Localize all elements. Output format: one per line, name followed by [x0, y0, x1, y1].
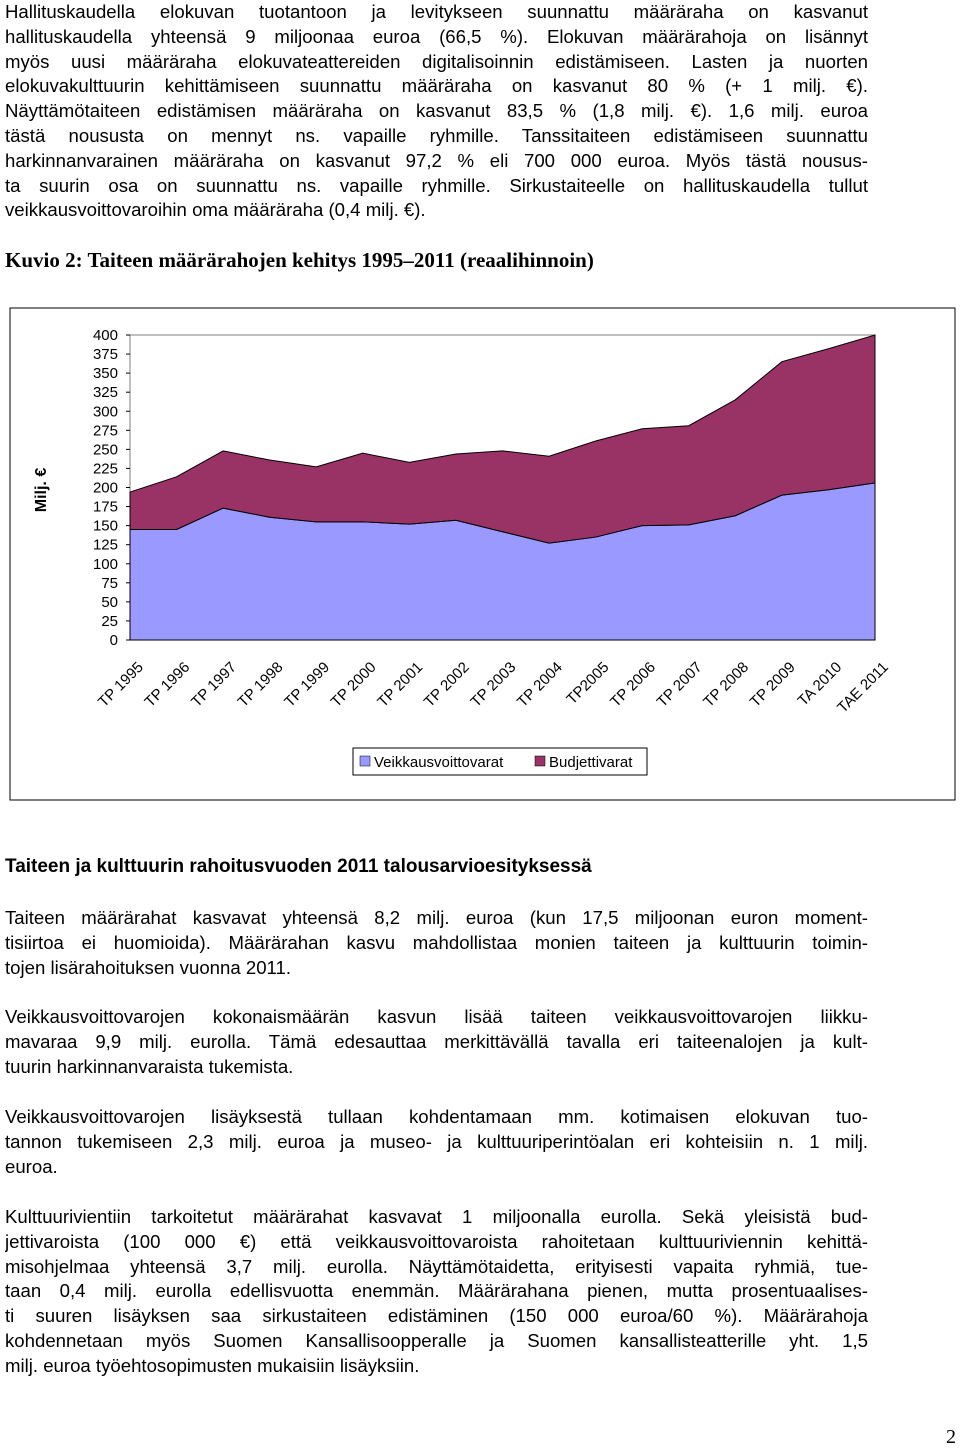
text-line: elokuvakulttuurin kehittämiseen suunnatt… [5, 75, 868, 97]
text-line: euroa. [5, 1155, 58, 1177]
y-tick-label: 350 [93, 365, 118, 382]
legend-label: Veikkausvoittovarat [374, 754, 504, 771]
text-line: Näyttämötaiteen edistämisen määräraha on… [5, 100, 868, 122]
text-line: misohjelmaa yhteensä 3,7 milj. eurolla. … [5, 1255, 868, 1277]
legend-swatch [534, 755, 546, 767]
text-line: myös uusi määräraha elokuvateattereiden … [5, 50, 868, 72]
y-tick-label: 275 [93, 422, 118, 439]
page-number: 2 [946, 1426, 956, 1448]
figure-caption: Kuvio 2: Taiteen määrärahojen kehitys 19… [5, 248, 594, 272]
text-line: tojen lisärahoituksen vuonna 2011. [5, 956, 291, 978]
y-tick-label: 50 [101, 594, 118, 611]
text-line: mavaraa 9,9 milj. eurolla. Tämä edesautt… [5, 1030, 868, 1052]
y-tick-label: 225 [93, 460, 118, 477]
y-tick-label: 0 [110, 632, 118, 649]
y-tick-label: 200 [93, 480, 118, 497]
text-line: Veikkausvoittovarojen kokonaismäärän kas… [5, 1006, 868, 1027]
text-line: tannon tukemiseen 2,3 milj. euroa ja mus… [5, 1130, 868, 1152]
intro-paragraph: Hallituskaudella elokuvan tuotantoon ja … [5, 0, 868, 223]
y-tick-label: 400 [93, 327, 118, 344]
y-tick-label: 100 [93, 556, 118, 573]
y-tick-label: 175 [93, 499, 118, 516]
text-line: tuurin harkinnanvaraista tukemista. [5, 1055, 294, 1077]
paragraph: Veikkausvoittovarojen lisäyksestä tullaa… [5, 1105, 868, 1179]
text-line: Veikkausvoittovarojen lisäyksestä tullaa… [5, 1106, 868, 1127]
y-tick-label: 25 [101, 613, 118, 630]
y-tick-label: 75 [101, 575, 118, 592]
y-tick-label: 375 [93, 346, 118, 363]
text-line: ti suuren lisäyksen saa sirkustaiteen ed… [5, 1305, 868, 1327]
text-line: tästä noususta on mennyt ns. vapaille ry… [5, 124, 868, 146]
paragraph: Taiteen määrärahat kasvavat yhteensä 8,2… [5, 906, 868, 980]
text-line: kohdennetaan myös Suomen Kansallisoopper… [5, 1329, 868, 1351]
text-line: jettivaroista (100 000 €) että veikkausv… [5, 1230, 868, 1252]
y-tick-label: 250 [93, 441, 118, 458]
text-line: ta suurin osa on suunnattu ns. vapaille … [5, 174, 868, 196]
text-line: hallituskaudella yhteensä 9 miljoonaa eu… [5, 25, 868, 47]
paragraph: Veikkausvoittovarojen kokonaismäärän kas… [5, 1005, 868, 1079]
text-line: harkinnanvarainen määräraha on kasvanut … [5, 149, 868, 171]
text-line: Taiteen määrärahat kasvavat yhteensä 8,2… [5, 907, 868, 928]
chart: Milj. € 0 25 50 75 100 125 150 175 200 225 250 275 3… [9, 307, 956, 801]
text-line: tisiirtoa ei huomioida). Määrärahan kasv… [5, 931, 868, 953]
text-line: veikkausvoittovaroihin oma määräraha (0,… [5, 199, 426, 221]
y-tick-label: 150 [93, 518, 118, 535]
text-line: milj. euroa työehtosopimusten mukaisiin … [5, 1354, 420, 1376]
y-tick-label: 300 [93, 403, 118, 420]
y-tick-label: 125 [93, 537, 118, 554]
legend-box [352, 747, 648, 776]
y-tick-label: 325 [93, 384, 118, 401]
legend-label: Budjettivarat [549, 754, 633, 771]
legend-swatch [359, 755, 371, 767]
text-line: Hallituskaudella elokuvan tuotantoon ja … [5, 1, 868, 22]
y-axis-label: Milj. € [33, 468, 50, 513]
area [129, 334, 876, 544]
paragraph: Kulttuurivientiin tarkoitetut määrärahat… [5, 1205, 868, 1379]
section-heading: Taiteen ja kulttuurin rahoitusvuoden 201… [5, 856, 592, 877]
text-line: Kulttuurivientiin tarkoitetut määrärahat… [5, 1206, 868, 1227]
text-line: taan 0,4 milj. eurolla edellisvuotta ene… [5, 1280, 868, 1302]
